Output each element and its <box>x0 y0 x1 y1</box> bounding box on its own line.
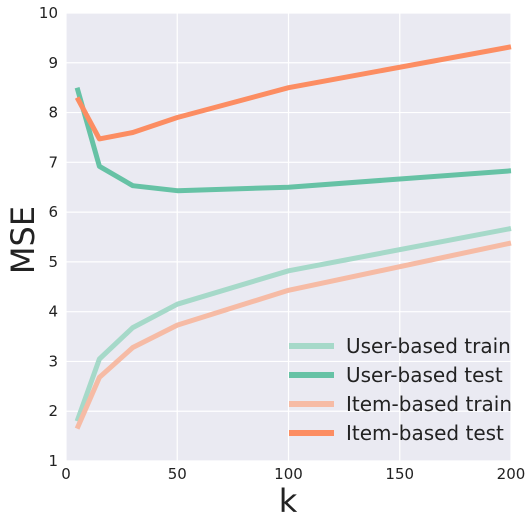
x-tick-labels: 0 50 100 150 200 <box>61 465 525 483</box>
y-tick-label: 4 <box>48 303 58 321</box>
y-tick-label: 1 <box>48 452 58 470</box>
y-tick-label: 5 <box>48 253 58 271</box>
x-tick-label: 150 <box>385 465 414 483</box>
y-tick-label: 6 <box>48 203 58 221</box>
series-lines <box>74 44 512 430</box>
series-line-user-based-test <box>74 87 512 194</box>
legend-label-item-based-train: Item-based train <box>346 392 512 416</box>
legend-label-user-based-test: User-based test <box>346 363 503 387</box>
y-tick-labels: 1 2 3 4 5 6 7 8 9 10 <box>39 4 58 470</box>
y-tick-label: 7 <box>48 153 58 171</box>
legend-label-user-based-train: User-based train <box>346 334 511 358</box>
x-tick-label: 100 <box>274 465 303 483</box>
series-line-item-based-test <box>74 44 512 142</box>
x-tick-label: 50 <box>168 465 187 483</box>
x-tick-label: 0 <box>61 465 71 483</box>
series-line-item-based-train <box>74 240 512 430</box>
y-tick-label: 9 <box>48 54 58 72</box>
y-tick-label: 2 <box>48 402 58 420</box>
x-axis-label: k <box>279 482 298 520</box>
y-axis-label: MSE <box>4 206 42 274</box>
x-tick-label: 200 <box>497 465 526 483</box>
series-line-user-based-train <box>74 226 512 423</box>
legend: User-based train User-based test Item-base… <box>289 334 512 445</box>
y-tick-label: 3 <box>48 352 58 370</box>
y-tick-label: 8 <box>48 104 58 122</box>
legend-label-item-based-test: Item-based test <box>346 421 504 445</box>
y-tick-label: 10 <box>39 4 58 22</box>
